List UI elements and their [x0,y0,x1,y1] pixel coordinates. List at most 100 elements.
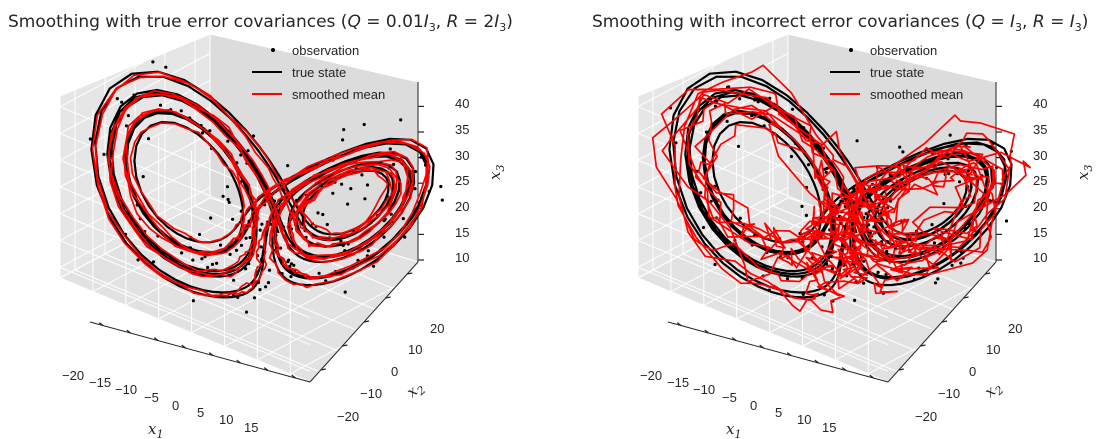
observation-point [884,273,888,277]
observation-point [226,139,230,143]
grid-line [652,269,904,375]
tick-mark [676,322,682,327]
observation-point [325,222,329,227]
observation-point [259,245,263,249]
x1-tick-label: 15 [244,420,258,435]
observation-point [399,118,403,122]
x2-tick-label: −10 [938,386,960,401]
x2-tick-label: 0 [969,364,976,379]
tick-mark [98,322,104,327]
x2-tick-label: 10 [408,342,422,357]
tick-mark [963,296,969,299]
x1-tick-label: 5 [197,405,204,420]
observation-point [102,152,106,156]
x2-tick-label: −20 [915,409,937,424]
grid-line [59,186,311,292]
tick-mark [869,374,875,379]
observation-point [958,180,962,184]
x2-tick-label: 20 [1008,321,1022,336]
legend-label-smoothed-mean: smoothed mean [292,87,385,102]
observation-point [932,241,937,245]
tick-mark [759,344,765,349]
observation-point [267,268,272,272]
observation-point [198,232,202,237]
observation-point [823,167,827,171]
tick-mark [126,329,132,334]
observation-point [801,292,805,296]
observation-point [439,184,443,189]
x3-tick-label: 30 [455,148,469,163]
smoothed-mean-line [91,71,431,298]
observation-point [191,258,195,262]
observation-point [232,278,236,282]
tick-mark [920,344,926,347]
observation-point [363,197,367,201]
x2-tick-label: −20 [337,409,359,424]
observation-point [365,183,370,187]
observation-point [988,199,992,203]
observation-point [862,281,866,285]
observation-point [289,262,294,266]
observation-point [331,191,335,195]
observation-point [862,259,866,263]
observation-point [366,249,370,253]
observation-point [151,60,155,64]
observation-point [806,163,811,167]
observation-point [278,246,283,250]
observation-point [200,257,204,261]
tick-mark [407,272,413,275]
observation-point [392,162,396,166]
x1-tick-label: −20 [62,368,84,383]
observation-point [898,145,902,149]
observation-point [674,141,678,145]
panel-true-covariances: Smoothing with true error covariances (Q… [8,12,513,439]
legend-label-true-state: true state [292,65,346,80]
tick-mark [181,344,187,349]
observation-point [725,119,729,123]
x3-tick-label: 25 [1033,173,1047,188]
observation-point [321,212,325,217]
x2-axis-label: x2 [981,377,1006,403]
observation-point [382,219,386,223]
x3-tick-label: 40 [455,96,469,111]
tick-mark [898,368,904,371]
grid-line [59,133,311,238]
observation-point [221,194,225,198]
observation-point [317,271,321,275]
x1-tick-label: −10 [115,382,137,397]
x2-tick-label: 0 [391,364,398,379]
observation-point [959,261,963,265]
legend-label-true-state: true state [870,65,924,80]
observation-point [824,170,828,174]
observation-point [1004,219,1009,223]
x3-tick-label: 20 [1033,199,1047,214]
x3-axis-label: x3 [1074,165,1095,180]
observation-point [260,222,264,226]
observation-point [151,260,156,264]
observation-point [120,100,124,104]
observation-point [948,133,952,137]
observation-point [218,243,223,247]
observation-point [855,139,859,143]
legend-label-observation: observation [292,43,359,58]
grid-line [712,237,964,343]
observation-point [289,275,293,279]
observation-point [930,223,934,227]
x1-tick-label: 0 [172,398,179,413]
observation-point [228,252,232,256]
x3-tick-label: 10 [455,250,469,265]
observation-point [346,202,350,206]
x1-tick-label: −10 [693,382,715,397]
x1-tick-label: −20 [640,368,662,383]
tick-mark [385,296,391,299]
observation-point [244,236,248,240]
x3-tick-label: 10 [1033,250,1047,265]
tick-mark [985,272,991,275]
observation-point [201,131,205,135]
x1-axis [667,321,889,383]
observation-point [266,281,271,285]
x3-tick-label: 15 [455,225,469,240]
observation-point [341,138,345,142]
observation-point [248,236,252,240]
observation-point [225,185,230,189]
